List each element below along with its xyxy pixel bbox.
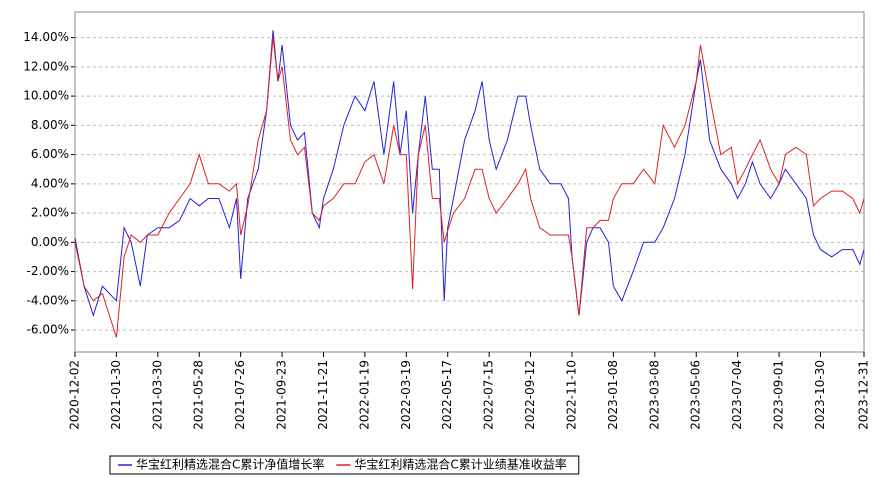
- y-tick-label: 2.00%: [31, 206, 69, 220]
- x-tick-label: 2023-12-31: [857, 360, 871, 430]
- y-tick-label: 14.00%: [23, 30, 69, 44]
- x-tick-label: 2022-07-15: [482, 360, 496, 430]
- plot-frame: [74, 11, 865, 353]
- legend: 华宝红利精选混合C累计净值增长率 华宝红利精选混合C累计业绩基准收益率: [109, 455, 580, 475]
- x-tick-label: 2022-11-10: [564, 360, 578, 430]
- y-tick-label: -4.00%: [27, 293, 69, 307]
- x-tick-label: 2022-09-12: [523, 360, 537, 430]
- x-tick-label: 2021-07-26: [233, 360, 247, 430]
- x-tick-label: 2022-01-19: [357, 360, 371, 430]
- legend-label: 华宝红利精选混合C累计业绩基准收益率: [354, 457, 566, 472]
- series-line: [74, 30, 865, 318]
- x-tick-label: 2021-05-28: [192, 360, 206, 430]
- y-tick-label: 0.00%: [31, 235, 69, 249]
- x-tick-label: 2023-01-08: [606, 360, 620, 430]
- x-tick-label: 2023-10-30: [813, 360, 827, 430]
- y-tick-label: -2.00%: [27, 264, 69, 278]
- legend-label: 华宝红利精选混合C累计净值增长率: [136, 457, 324, 472]
- x-tick-label: 2023-03-08: [647, 360, 661, 430]
- x-tick-label: 2021-01-30: [109, 360, 123, 430]
- y-tick-label: 4.00%: [31, 176, 69, 190]
- x-tick-label: 2022-05-17: [440, 360, 454, 430]
- x-tick-label: 2021-09-23: [275, 360, 289, 430]
- y-tick-label: 10.00%: [23, 89, 69, 103]
- y-tick-label: 6.00%: [31, 147, 69, 161]
- y-tick-label: -6.00%: [27, 323, 69, 337]
- y-tick-label: 8.00%: [31, 118, 69, 132]
- x-tick-label: 2023-05-06: [689, 360, 703, 430]
- y-tick-label: 12.00%: [23, 59, 69, 73]
- x-tick-label: 2022-03-19: [399, 360, 413, 430]
- series-line: [74, 37, 865, 338]
- x-tick-label: 2021-11-21: [316, 360, 330, 430]
- x-tick-label: 2021-03-30: [150, 360, 164, 430]
- x-tick-label: 2023-09-01: [772, 360, 786, 430]
- x-tick-label: 2020-12-02: [68, 360, 82, 430]
- x-tick-label: 2023-07-04: [730, 360, 744, 430]
